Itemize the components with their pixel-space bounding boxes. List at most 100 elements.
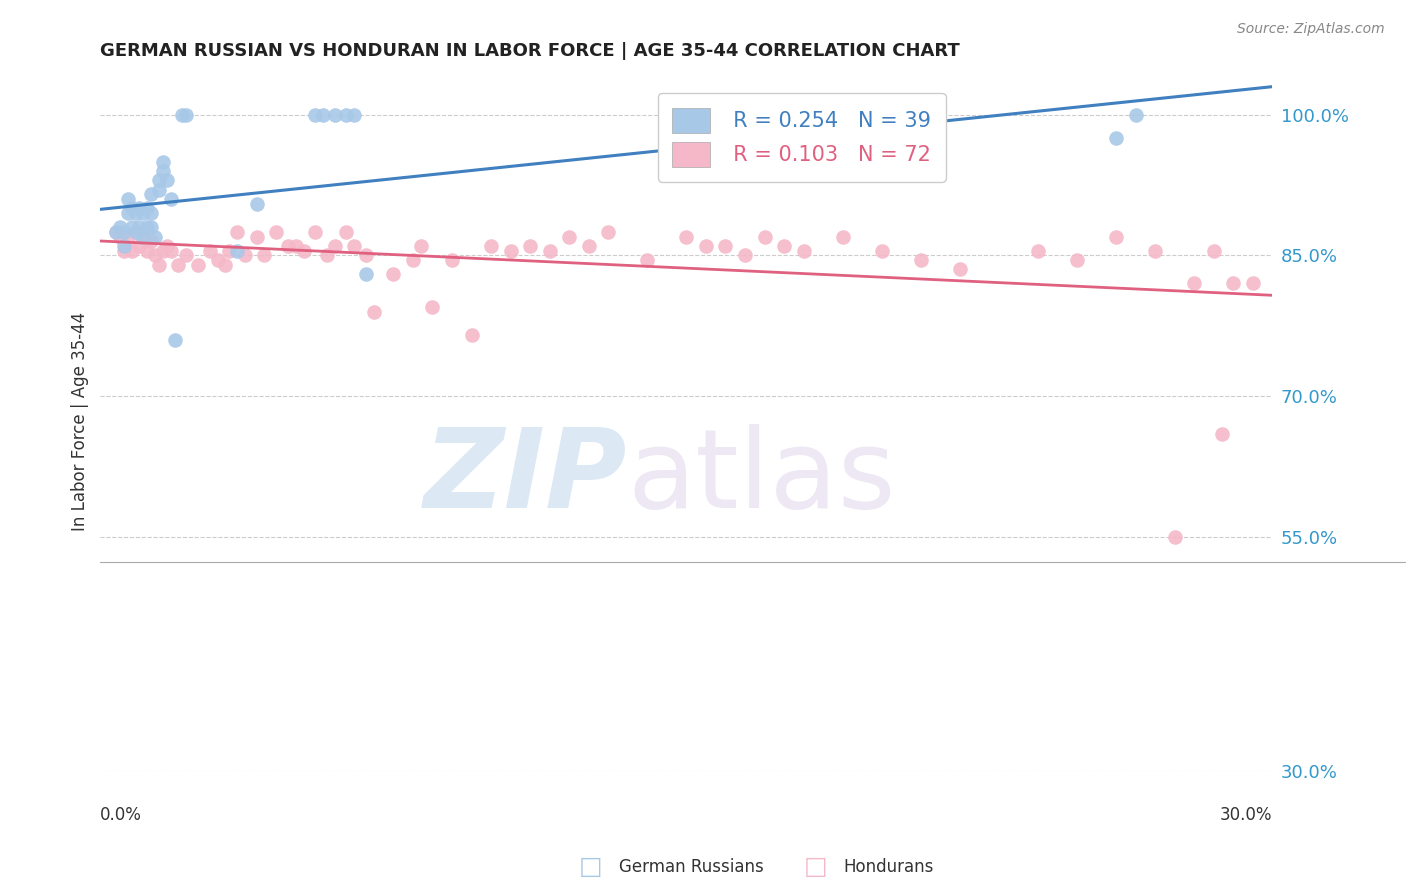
Point: [124, 206, 146, 220]
Point: [1202, 244, 1225, 258]
Point: [132, 229, 155, 244]
Point: [128, 239, 150, 253]
Legend:   R = 0.254   N = 39,   R = 0.103   N = 72: R = 0.254 N = 39, R = 0.103 N = 72: [658, 94, 946, 182]
Point: [152, 164, 174, 178]
Point: [176, 248, 198, 262]
Point: [598, 225, 620, 239]
Point: [910, 252, 932, 267]
Text: 0.0%: 0.0%: [100, 806, 142, 824]
Point: [198, 244, 221, 258]
Text: ZIP: ZIP: [425, 425, 628, 531]
Point: [226, 244, 249, 258]
Point: [675, 229, 697, 244]
Text: atlas: atlas: [628, 425, 896, 531]
Point: [277, 239, 299, 253]
Point: [214, 258, 236, 272]
Point: [316, 248, 339, 262]
Point: [1125, 108, 1147, 122]
Point: [636, 252, 658, 267]
Point: [132, 229, 155, 244]
Point: [172, 108, 194, 122]
Text: German Russians: German Russians: [619, 858, 763, 876]
Point: [156, 173, 179, 187]
Point: [176, 108, 198, 122]
Point: [253, 248, 276, 262]
Point: [714, 239, 737, 253]
Point: [304, 108, 326, 122]
Point: [422, 300, 444, 314]
Point: [136, 202, 159, 216]
Point: [734, 248, 756, 262]
Point: [519, 239, 541, 253]
Point: [335, 108, 357, 122]
Point: [139, 220, 162, 235]
Point: [343, 239, 366, 253]
Point: [167, 258, 190, 272]
Point: [793, 244, 815, 258]
Point: [128, 220, 150, 235]
Point: [152, 244, 174, 258]
Point: [163, 333, 186, 347]
Point: [139, 234, 162, 248]
Point: [246, 229, 269, 244]
Point: [148, 173, 170, 187]
Text: Source: ZipAtlas.com: Source: ZipAtlas.com: [1237, 22, 1385, 37]
Point: [143, 229, 166, 244]
Point: [207, 252, 229, 267]
Point: [124, 225, 146, 239]
Point: [112, 244, 135, 258]
Point: [558, 229, 581, 244]
Point: [1066, 252, 1088, 267]
Point: [1241, 277, 1264, 291]
Point: [382, 267, 405, 281]
Point: [143, 248, 166, 262]
Point: [578, 239, 600, 253]
Point: [1222, 277, 1244, 291]
Point: [312, 108, 335, 122]
Point: [304, 225, 326, 239]
Point: [148, 258, 170, 272]
Point: [1164, 530, 1187, 544]
Point: [148, 183, 170, 197]
Point: [343, 108, 366, 122]
Point: [538, 244, 561, 258]
Point: [136, 220, 159, 235]
Point: [233, 248, 256, 262]
Point: [1182, 277, 1205, 291]
Point: [136, 244, 159, 258]
Point: [117, 229, 139, 244]
Point: [121, 220, 143, 235]
Point: [949, 262, 972, 277]
Point: [831, 229, 853, 244]
Text: □: □: [804, 855, 827, 879]
Point: [264, 225, 287, 239]
Point: [460, 328, 482, 343]
Point: [440, 252, 463, 267]
Point: [870, 244, 893, 258]
Text: Hondurans: Hondurans: [844, 858, 934, 876]
Point: [139, 187, 162, 202]
Y-axis label: In Labor Force | Age 35-44: In Labor Force | Age 35-44: [72, 312, 89, 532]
Point: [754, 229, 776, 244]
Point: [284, 239, 307, 253]
Point: [156, 239, 179, 253]
Point: [104, 225, 127, 239]
Point: [128, 202, 150, 216]
Text: □: □: [579, 855, 602, 879]
Point: [323, 239, 346, 253]
Point: [112, 225, 135, 239]
Point: [132, 206, 155, 220]
Point: [695, 239, 717, 253]
Point: [1144, 244, 1167, 258]
Point: [117, 192, 139, 206]
Point: [773, 239, 796, 253]
Point: [1105, 131, 1128, 145]
Point: [112, 239, 135, 253]
Point: [104, 225, 127, 239]
Point: [335, 225, 357, 239]
Point: [402, 252, 425, 267]
Point: [354, 248, 377, 262]
Point: [159, 192, 181, 206]
Point: [499, 244, 522, 258]
Point: [1026, 244, 1049, 258]
